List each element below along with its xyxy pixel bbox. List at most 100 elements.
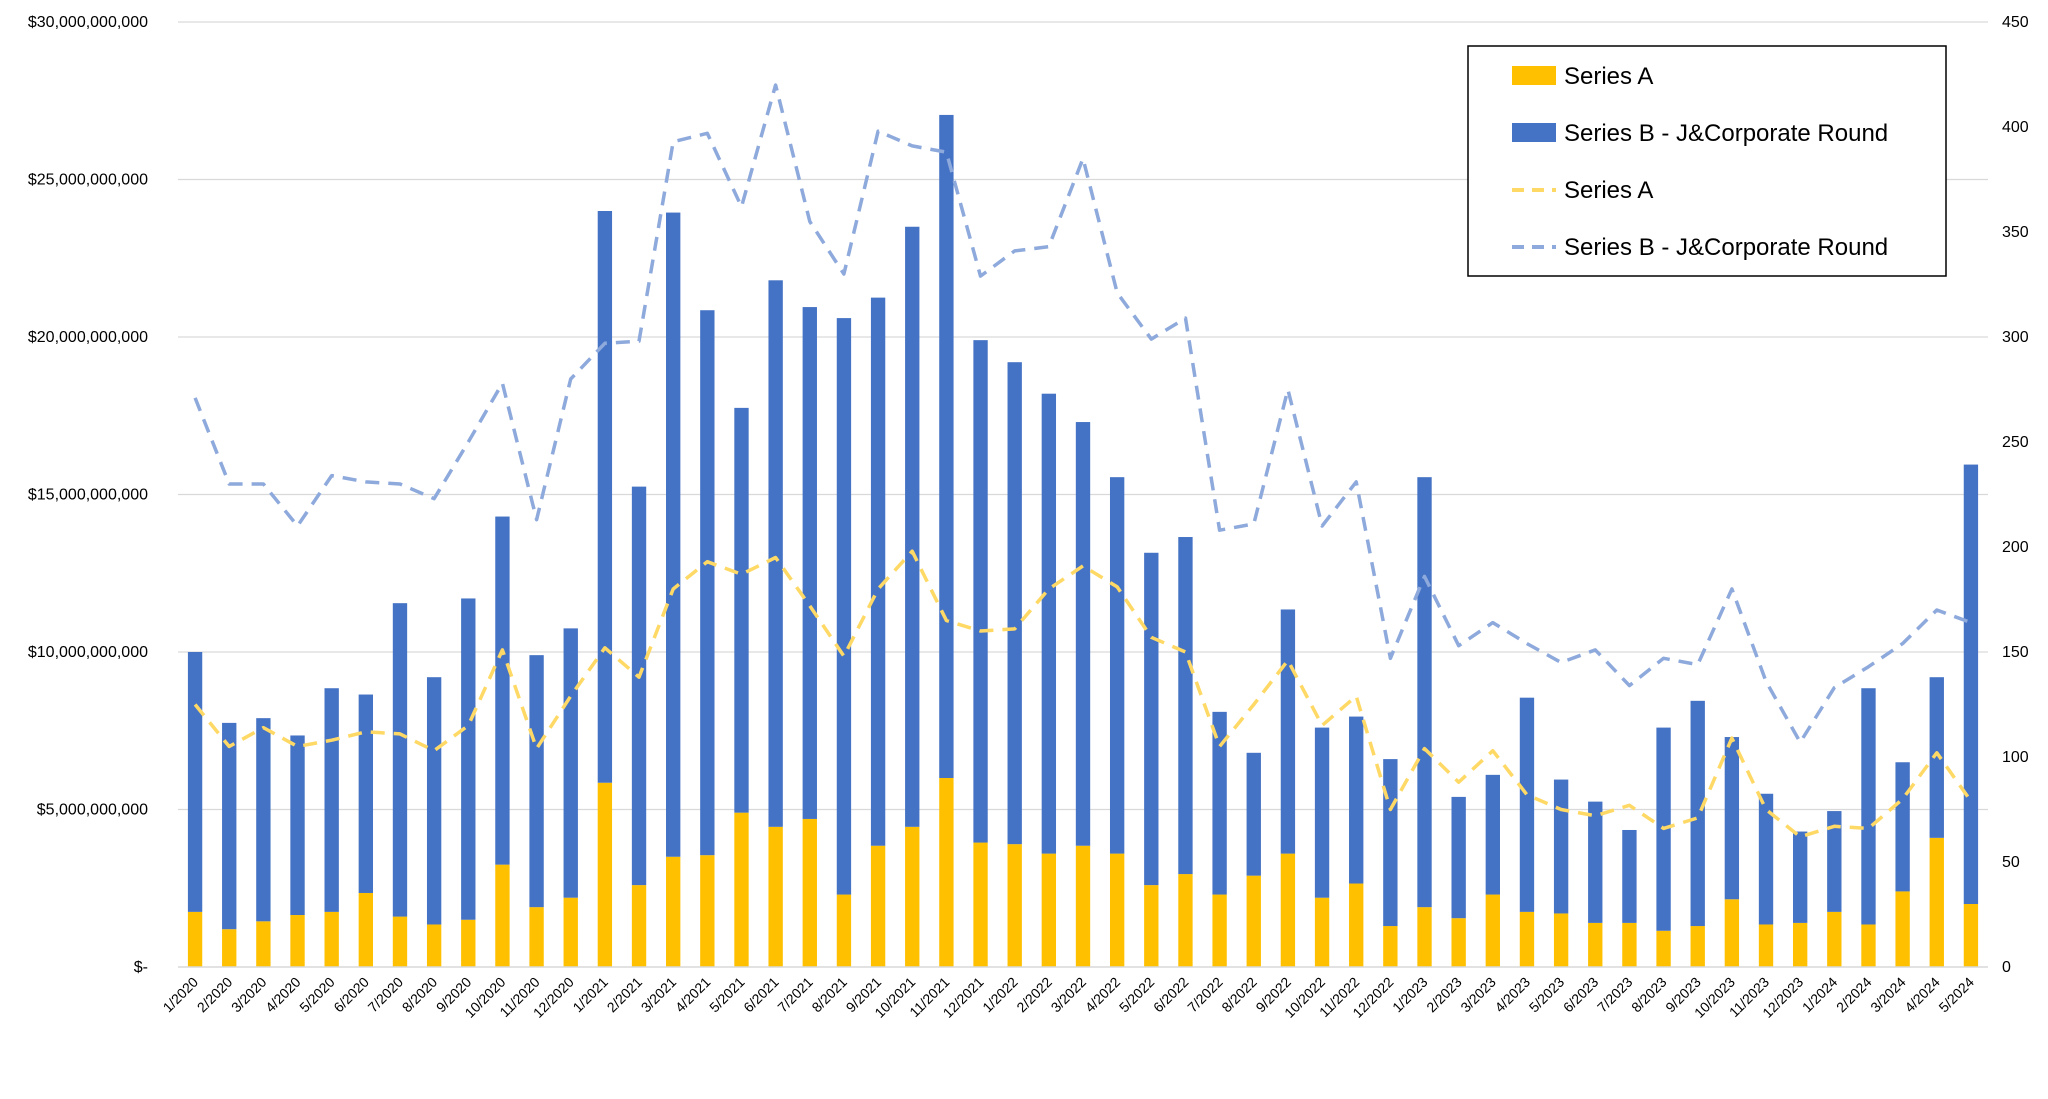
bar-series-a (1075, 845, 1091, 967)
bar-series-a (836, 894, 852, 967)
right-axis-tick-label: 350 (2002, 224, 2029, 241)
bar-series-b (905, 226, 920, 827)
x-axis-tick-label: 3/2024 (1867, 974, 1909, 1016)
x-axis-tick-label: 1/2023 (1389, 974, 1431, 1016)
bar-series-b (1963, 464, 1979, 904)
left-axis-tick-label: $30,000,000,000 (28, 14, 148, 31)
bar-series-b (1895, 762, 1910, 892)
line-series (193, 83, 1973, 839)
x-axis-tick-label: 4/2021 (672, 974, 714, 1016)
legend-item-series-a-line: Series A (1512, 177, 1653, 204)
bar-series-a (768, 826, 783, 967)
bar-series-a (495, 864, 510, 967)
bar-series-a (529, 907, 544, 967)
bar-series-a (1007, 844, 1022, 967)
bar-series-b (1144, 552, 1159, 886)
x-axis-tick-label: 3/2022 (1048, 974, 1090, 1016)
bar-series-b (1929, 677, 1944, 838)
bar-series-a (256, 921, 271, 967)
bar-series-a (1212, 894, 1227, 967)
bar-series-a (1963, 904, 1979, 967)
bar-series-a (700, 855, 715, 967)
bar-series-a (1485, 894, 1500, 967)
bar-series (187, 114, 1979, 967)
bar-series-a (1109, 853, 1125, 967)
right-axis-tick-label: 100 (2002, 749, 2029, 766)
bar-series-a (1349, 883, 1364, 967)
bar-series-a (973, 842, 988, 967)
bar-series-b (597, 211, 613, 783)
x-axis-tick-label: 3/2020 (228, 974, 270, 1016)
x-axis-tick-label: 4/2023 (1491, 974, 1533, 1016)
bar-series-b (1690, 700, 1705, 927)
legend: Series A Series B - J&Corporate Round Se… (1467, 45, 1947, 277)
bar-series-a (666, 856, 681, 967)
legend-item-series-a-bar: Series A (1512, 63, 1653, 90)
bar-series-a (1451, 918, 1466, 967)
x-axis-tick-label: 7/2021 (774, 974, 816, 1016)
x-axis-tick-label: 2/2020 (194, 974, 236, 1016)
x-axis-tick-label: 7/2020 (365, 974, 407, 1016)
x-axis-tick-label: 6/2022 (1150, 974, 1192, 1016)
right-axis-tick-label: 250 (2002, 434, 2029, 451)
bar-series-b (836, 318, 852, 895)
bar-series-a (1792, 922, 1808, 967)
bar-series-b (768, 280, 783, 827)
x-axis-tick-label: 8/2023 (1628, 974, 1670, 1016)
x-axis-tick-label: 5/2022 (1116, 974, 1158, 1016)
left-axis-tick-label: $5,000,000,000 (37, 802, 148, 819)
bar-series-a (1144, 885, 1159, 967)
bar-series-a (1758, 924, 1774, 967)
right-axis-tick-label: 200 (2002, 539, 2029, 556)
left-axis-tick-label: $25,000,000,000 (28, 172, 148, 189)
bar-series-b (1827, 811, 1842, 912)
bar-series-a (1895, 891, 1910, 967)
bar-series-a (290, 915, 305, 967)
right-axis-tick-label: 50 (2002, 854, 2020, 871)
bar-series-b (973, 340, 988, 843)
bar-series-b (563, 628, 578, 898)
bar-series-b (734, 407, 749, 813)
legend-item-series-b-bar: Series B - J&Corporate Round (1512, 120, 1888, 147)
right-axis-tick-label: 150 (2002, 644, 2029, 661)
bar-series-a (1588, 922, 1603, 967)
left-axis-tick-label: $20,000,000,000 (28, 329, 148, 346)
bar-series-a (461, 919, 476, 967)
x-axis-tick-label: 8/2020 (399, 974, 441, 1016)
bar-series-b (1007, 362, 1022, 845)
x-axis-tick-label: 2/2022 (1013, 974, 1055, 1016)
bar-series-b (666, 212, 681, 857)
bar-series-b (700, 310, 715, 856)
right-axis: 0 50 100 150 200 250 300 350 400 450 (2002, 14, 2029, 976)
bar-series-a (1690, 926, 1705, 967)
x-axis-tick-label: 5/2024 (1935, 974, 1977, 1016)
x-axis-tick-label: 2/2021 (604, 974, 646, 1016)
x-axis-tick-label: 4/2020 (262, 974, 304, 1016)
bar-series-b (1588, 801, 1603, 923)
bar-series-b (1622, 829, 1637, 923)
bar-series-a (187, 911, 203, 967)
bar-series-b (1417, 477, 1432, 908)
bar-series-b (426, 677, 442, 925)
bar-series-b (939, 114, 954, 779)
bar-series-b (1553, 779, 1569, 914)
bar-series-b (222, 722, 237, 930)
bar-series-b (392, 603, 408, 917)
bar-series-a (631, 885, 647, 967)
x-axis-tick-label: 6/2020 (330, 974, 372, 1016)
bar-series-b (290, 735, 305, 916)
bar-series-b (495, 516, 510, 865)
x-axis-tick-label: 2/2023 (1423, 974, 1465, 1016)
bar-series-a (939, 778, 954, 967)
bar-series-b (1314, 727, 1330, 898)
bar-series-b (1724, 737, 1740, 900)
x-axis-tick-label: 5/2020 (296, 974, 338, 1016)
bar-series-a (1656, 930, 1671, 967)
legend-item-series-b-line: Series B - J&Corporate Round (1512, 234, 1888, 261)
bar-series-a (1246, 875, 1261, 967)
x-axis-tick-label: 1/2024 (1799, 974, 1841, 1016)
bar-series-b (631, 486, 647, 886)
bar-series-a (1861, 924, 1876, 967)
